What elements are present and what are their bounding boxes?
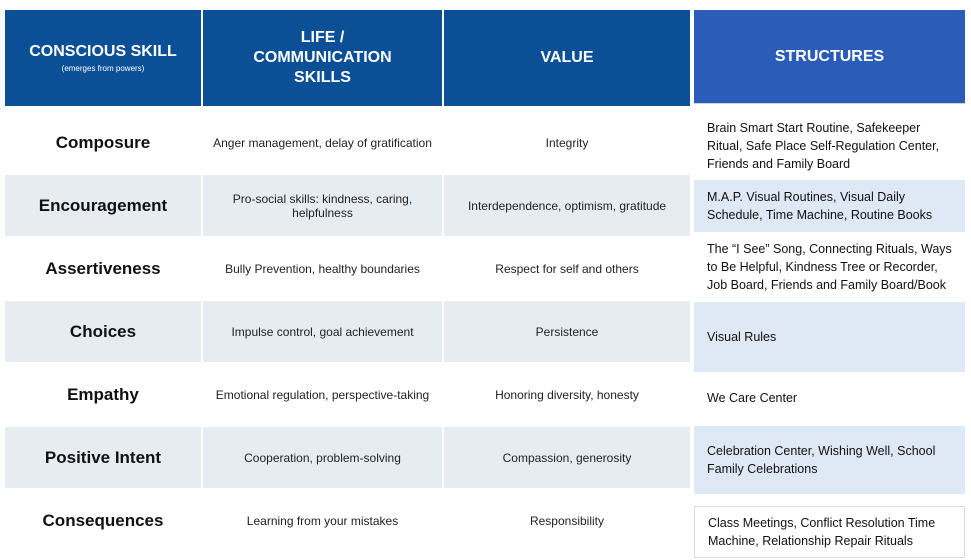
life-skill-cell: Emotional regulation, perspective-taking (203, 364, 444, 425)
table-row: Empathy Emotional regulation, perspectiv… (5, 364, 690, 427)
structures-cell: Celebration Center, Wishing Well, School… (694, 426, 965, 494)
value-cell: Integrity (545, 135, 589, 150)
table-row: Encouragement Pro-social skills: kindnes… (5, 175, 690, 238)
header-sublabel: (emerges from powers) (61, 64, 145, 73)
header-label: LIFE / COMMUNICATION SKILLS (253, 29, 392, 86)
value-cell: Responsibility (529, 513, 605, 528)
life-skill-cell: Learning from your mistakes (203, 490, 444, 551)
life-skill-cell: Cooperation, problem-solving (203, 427, 444, 488)
value-cell: Honoring diversity, honesty (495, 387, 639, 402)
value-cell: Persistence (535, 324, 599, 339)
value-cell: Compassion, generosity (502, 450, 632, 465)
table-row: Choices Impulse control, goal achievemen… (5, 301, 690, 364)
value-cell: Interdependence, optimism, gratitude (467, 198, 667, 213)
table-row: Consequences Learning from your mistakes… (5, 490, 690, 553)
life-skill-cell: Bully Prevention, healthy boundaries (203, 238, 444, 299)
value-cell: Respect for self and others (495, 261, 639, 276)
skill-cell: Assertiveness (5, 238, 203, 299)
structures-cell: We Care Center (707, 391, 798, 405)
skill-cell: Encouragement (5, 175, 203, 236)
skill-cell: Consequences (5, 490, 203, 551)
header-conscious-skill: CONSCIOUS SKILL (emerges from powers) (5, 10, 203, 106)
table-row: Composure Anger management, delay of gra… (5, 112, 690, 175)
life-skill-cell: Pro-social skills: kindness, caring, hel… (203, 175, 444, 236)
skill-cell: Choices (5, 301, 203, 362)
skill-cell: Empathy (5, 364, 203, 425)
table-header: CONSCIOUS SKILL (emerges from powers) LI… (5, 10, 690, 106)
header-label: VALUE (540, 49, 594, 66)
header-value: VALUE (444, 10, 690, 106)
structures-cell: Brain Smart Start Routine, Safekeeper Ri… (707, 121, 940, 171)
structures-cell: M.A.P. Visual Routines, Visual Daily Sch… (694, 180, 965, 232)
header-structures: STRUCTURES (694, 10, 965, 104)
skill-cell: Positive Intent (5, 427, 203, 488)
skill-cell: Composure (5, 112, 203, 173)
structures-cell: Class Meetings, Conflict Resolution Time… (694, 506, 965, 558)
table-row: Assertiveness Bully Prevention, healthy … (5, 238, 690, 301)
table-row: Positive Intent Cooperation, problem-sol… (5, 427, 690, 490)
structures-column: STRUCTURES Brain Smart Start Routine, Sa… (694, 10, 965, 558)
life-skill-cell: Anger management, delay of gratification (203, 112, 444, 173)
header-label: CONSCIOUS SKILL (29, 43, 177, 60)
skills-table: CONSCIOUS SKILL (emerges from powers) LI… (5, 10, 690, 553)
life-skill-cell: Impulse control, goal achievement (203, 301, 444, 362)
header-life-skills: LIFE / COMMUNICATION SKILLS (203, 10, 444, 106)
structures-cell: Visual Rules (694, 302, 965, 372)
structures-cell: The “I See” Song, Connecting Rituals, Wa… (707, 242, 952, 292)
